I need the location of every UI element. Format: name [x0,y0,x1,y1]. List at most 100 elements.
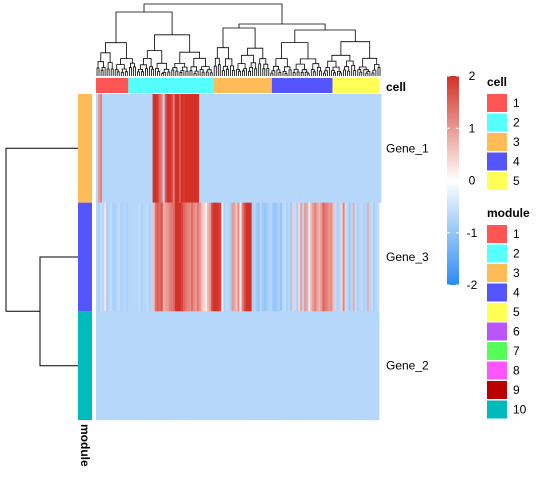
column-dendrogram-branch [312,71,316,76]
heatmap-cell [306,94,309,203]
column-dendrogram-branch [154,34,191,53]
heatmap-cell [271,202,275,312]
column-dendrogram-branch [201,71,205,76]
heatmap-cell [306,202,309,312]
heatmap-cell [211,94,214,203]
heatmap-cell [209,202,212,312]
heatmap-cell [164,202,168,312]
heatmap-cell [172,202,176,312]
color-scale-legend: 2 1 0 -1 -2 [447,69,478,292]
heatmap-cell [354,202,358,312]
heatmap-cell [104,202,107,312]
column-dendrogram-branch [242,70,245,76]
heatmap-cell [106,311,109,421]
module-legend: module 1 2 3 4 5 6 7 8 9 10 [487,206,530,419]
heatmap-cell [261,202,265,312]
heatmap-cell [281,202,285,312]
column-dendrogram-branch [294,29,356,43]
heatmap-cell [265,311,269,421]
heatmap-cell [239,202,242,312]
legend-entry-label: 2 [513,247,520,261]
heatmap-cell [122,202,125,312]
heatmap-cell [286,311,289,421]
heatmap-cell [346,311,350,421]
heatmap-cell [302,311,305,421]
heatmap-cell [193,311,196,421]
heatmap-cell [223,311,226,421]
heatmap-cell [132,94,135,203]
heatmap-cell [324,311,327,421]
heatmap-cell [199,94,202,203]
heatmap-cell [126,202,129,312]
heatmap-cell [298,94,301,203]
heatmap-cell [312,311,315,421]
column-dendrogram-branch [243,68,247,76]
heatmap-cell [340,202,343,312]
heatmap-cell [231,94,234,203]
column-dendrogram-branch [100,69,104,76]
heatmap-cell [108,311,111,421]
heatmap-cell [247,94,251,203]
heatmap-cell [156,311,160,421]
column-dendrogram-branch [331,54,351,62]
heatmap-cell [364,202,368,312]
module-annotation-bar [78,94,92,420]
heatmap-cell [273,311,277,421]
heatmap-cell [213,311,216,421]
heatmap-cell [370,202,374,312]
heatmap-cell [174,311,178,421]
heatmap-cell [120,311,123,421]
heatmap-cell [136,311,139,421]
heatmap-cell [128,202,131,312]
heatmap-cell [176,94,180,203]
heatmap-cell [96,202,99,312]
scale-tick-label: 0 [469,174,476,188]
heatmap-cell [342,94,346,203]
column-dendrogram-branch [331,70,335,76]
heatmap-cell [290,311,293,421]
heatmap-cell [114,311,117,421]
heatmap-cell [114,94,117,203]
heatmap-cell [180,202,184,312]
heatmap-cell [360,202,364,312]
heatmap-cell [128,94,131,203]
heatmap-cell [241,202,244,312]
heatmap-cell [372,94,376,203]
legend-swatch [487,264,507,282]
heatmap-cell [338,202,341,312]
column-dendrogram-branch [179,51,200,64]
heatmap-cell [312,202,315,312]
heatmap-cell [112,94,115,203]
column-dendrogram [96,3,381,76]
legend-entry-label: 5 [513,174,520,188]
column-dendrogram-branch [180,70,185,76]
heatmap-cell [376,202,380,312]
heatmap-cell [245,311,248,421]
heatmap-cell [225,311,228,421]
heatmap-cell [164,311,168,421]
heatmap-cell [134,311,137,421]
column-dendrogram-branch [116,71,120,76]
heatmap-cell [292,202,295,312]
column-dendrogram-branch [185,70,189,76]
heatmap-cell [352,311,356,421]
heatmap-cell [188,311,192,421]
heatmap-cell [362,311,366,421]
heatmap-cell [118,94,121,203]
heatmap-cell [215,94,218,203]
legend-title: module [487,206,530,220]
heatmap-cell [300,311,303,421]
heatmap-cell [352,202,356,312]
column-dendrogram-branch [270,72,274,76]
heatmap-cell [154,94,158,203]
heatmap-cell [249,202,253,312]
heatmap-cell [296,311,299,421]
legend-entry-label: 1 [513,227,520,241]
heatmap-cell [168,311,172,421]
heatmap-cell [267,311,271,421]
column-dendrogram-branch [101,67,106,76]
heatmap-cell [144,94,147,203]
legend-entry-label: 8 [513,364,520,378]
heatmap-cell [227,202,230,312]
module-annotation-label: module [78,424,92,467]
